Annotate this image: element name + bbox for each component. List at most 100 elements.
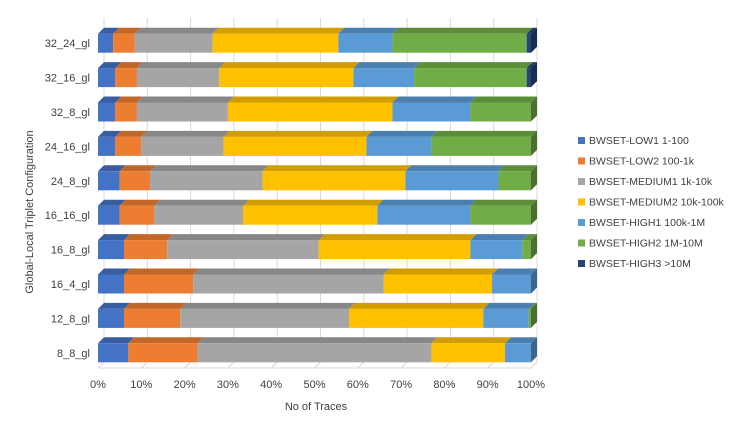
bar-segment	[98, 102, 116, 122]
bar-segment-top	[136, 62, 226, 69]
bar-segment	[134, 33, 213, 53]
bar-segment-top	[219, 62, 360, 69]
bar-segment	[98, 343, 129, 363]
bar-segment-side	[531, 302, 537, 328]
bar-segment-top	[123, 302, 187, 309]
x-tick-label: 80%	[433, 379, 455, 391]
bar-segment-top	[498, 165, 537, 172]
gridline-floor	[400, 361, 408, 369]
bar-segment-top	[392, 96, 477, 103]
bar-segment	[470, 240, 523, 260]
gridline-floor	[270, 361, 278, 369]
legend-label: BWSET-HIGH3 >10M	[589, 258, 691, 270]
legend-label: BWSET-MEDIUM1 1k-10k	[589, 176, 713, 188]
bar-segment	[392, 33, 527, 53]
x-tick-labels: 0% 10% 20% 30% 40% 50% 60% 70% 80% 90% 100%	[90, 379, 545, 391]
bar-segment-top	[492, 268, 537, 275]
bar-segment-top	[366, 130, 438, 137]
bar-segment-top	[349, 302, 490, 309]
bar-segment	[353, 68, 415, 88]
bar-segment-top	[483, 302, 535, 309]
bar-segment-top	[119, 165, 156, 172]
x-tick-label: 70%	[390, 379, 412, 391]
bar-segment	[414, 68, 527, 88]
bar-segment	[128, 343, 198, 363]
x-tick-label: 0%	[90, 379, 106, 391]
bar-segment	[219, 68, 354, 88]
bar-segment	[98, 205, 120, 225]
bar-segment-top	[193, 268, 390, 275]
y-tick-label: 16_4_gl	[51, 279, 90, 291]
gridline-floor	[314, 361, 321, 369]
bar-segment-side	[531, 337, 537, 363]
bar-segment-top	[470, 234, 529, 241]
bar-segment-top	[98, 268, 130, 275]
bar-segment	[115, 68, 137, 88]
bar-segment-top	[392, 27, 533, 34]
bar-segment	[498, 171, 531, 191]
y-tick-label: 24_8_gl	[51, 176, 90, 188]
bar-segment-top	[119, 199, 161, 206]
bar-group-32_16_gl	[98, 62, 537, 88]
bar-group-8_8_gl	[98, 337, 537, 363]
bar-segment-top	[98, 337, 135, 344]
legend-swatch	[578, 178, 585, 185]
bar-group-16_4_gl	[98, 268, 537, 294]
bar-segment	[98, 68, 116, 88]
bar-segment	[505, 343, 531, 363]
bar-segment	[123, 308, 181, 328]
bar-segment-side	[531, 199, 537, 225]
x-axis-title: No of Traces	[285, 401, 348, 413]
x-tick-label: 10%	[130, 379, 152, 391]
bar-segment	[136, 68, 220, 88]
bar-segment	[492, 274, 531, 294]
bar-segment-top	[522, 234, 537, 241]
bar-segment	[197, 343, 432, 363]
bar-group-16_16_gl	[98, 199, 537, 225]
y-tick-label: 12_8_gl	[51, 313, 90, 325]
bar-segment-top	[128, 337, 204, 344]
bar-segment-top	[505, 337, 537, 344]
bar-segment-top	[136, 96, 234, 103]
legend-swatch	[578, 219, 585, 226]
bar-group-24_8_gl	[98, 165, 537, 191]
bar-segment	[98, 136, 116, 156]
y-tick-label: 32_16_gl	[45, 73, 90, 85]
bar-segment	[227, 102, 393, 122]
legend-label: BWSET-LOW1 1-100	[589, 135, 689, 147]
legend-swatch	[578, 239, 585, 247]
bar-segment	[115, 102, 137, 122]
bar-segment-top	[318, 234, 477, 241]
bar-segment	[193, 274, 384, 294]
gridline-floor	[184, 361, 191, 369]
bar-group-16_8_gl	[98, 234, 537, 260]
bar-segment	[113, 33, 135, 53]
bar-segment-top	[383, 268, 499, 275]
bar-segment	[119, 171, 150, 191]
gridline-floor	[97, 361, 105, 369]
legend: BWSET-LOW1 1-100 BWSET-LOW2 100-1k BWSET-M…	[578, 135, 725, 270]
bar-segment	[123, 274, 194, 294]
bar-segment-top	[141, 130, 230, 137]
bar-segment-top	[115, 62, 143, 69]
bar-segment-top	[526, 27, 537, 34]
bar-segment	[98, 240, 124, 260]
bar-segment	[141, 136, 224, 156]
legend-swatch	[578, 198, 585, 206]
legend-label: BWSET-HIGH1 100k-1M	[589, 217, 705, 229]
bar-segment	[167, 240, 319, 260]
bar-segment-top	[115, 130, 148, 137]
bar-segment-side	[531, 62, 537, 88]
bar-segment-top	[98, 165, 126, 172]
y-axis-title: Global-Local Triplet Configuration	[24, 130, 36, 293]
bar-segment	[470, 102, 531, 122]
bar-segment	[223, 136, 367, 156]
bar-segment	[377, 205, 471, 225]
y-tick-label: 16_8_gl	[51, 245, 90, 257]
legend-label: BWSET-HIGH2 1M-10M	[589, 238, 703, 250]
legend-label: BWSET-MEDIUM2 10k-100k	[589, 197, 725, 209]
gridline-floor	[140, 361, 148, 369]
bar-segment-top	[262, 165, 412, 172]
bar-segment	[431, 343, 506, 363]
bar-segment	[528, 308, 531, 328]
